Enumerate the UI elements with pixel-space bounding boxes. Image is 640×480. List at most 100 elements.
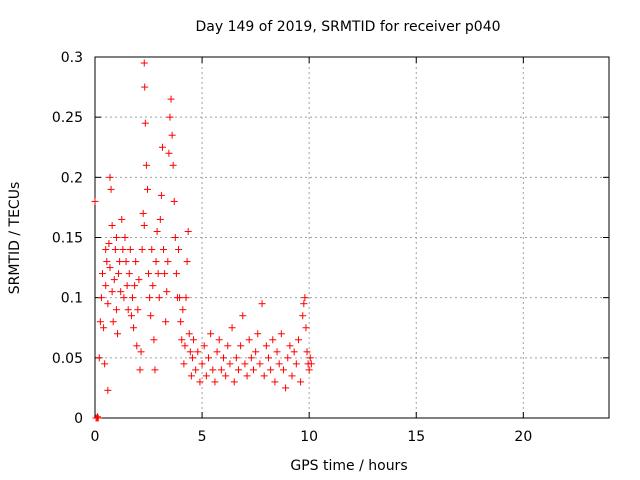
data-point — [135, 276, 143, 284]
data-point — [124, 306, 132, 314]
data-point — [98, 270, 106, 278]
data-point — [183, 258, 191, 266]
data-point — [140, 221, 148, 229]
data-point — [243, 372, 251, 380]
data-point — [249, 366, 257, 374]
data-point — [301, 294, 309, 302]
data-point — [142, 161, 150, 169]
x-axis-label: GPS time / hours — [290, 458, 407, 474]
x-tick-label: 0 — [91, 429, 100, 445]
data-point — [181, 342, 189, 350]
data-point — [170, 197, 178, 205]
data-point — [215, 336, 223, 344]
data-point — [96, 318, 104, 326]
data-point — [154, 270, 162, 278]
data-point — [105, 240, 113, 248]
data-point — [277, 330, 285, 338]
data-point — [306, 354, 314, 362]
data-point — [112, 234, 120, 241]
data-point — [186, 348, 194, 356]
data-point — [185, 330, 193, 338]
data-point — [196, 378, 204, 386]
data-point — [125, 270, 133, 278]
data-point — [198, 360, 206, 368]
data-point — [194, 348, 202, 356]
data-point — [141, 119, 149, 127]
data-point — [123, 282, 131, 290]
data-point — [234, 366, 242, 374]
data-point — [113, 330, 121, 338]
data-point — [260, 372, 268, 380]
data-point — [247, 354, 255, 362]
data-point — [305, 366, 313, 374]
data-point — [230, 378, 238, 386]
axis-ticks: 0 0.05 0.1 0.15 0.2 0.25 0.3 0 5 10 15 20 — [52, 50, 609, 445]
data-point — [241, 360, 249, 368]
data-point — [180, 360, 188, 368]
data-point — [226, 360, 234, 368]
data-point — [111, 246, 119, 254]
data-point — [116, 258, 124, 266]
data-point — [282, 384, 290, 392]
data-point — [175, 246, 183, 254]
data-point — [149, 282, 157, 290]
data-point — [132, 258, 140, 266]
data-point — [228, 324, 236, 332]
y-tick-label: 0 — [74, 411, 83, 427]
data-point — [286, 342, 294, 350]
data-point — [167, 95, 175, 103]
data-point — [213, 348, 221, 356]
data-point — [179, 306, 187, 314]
data-point — [299, 312, 307, 320]
data-point — [100, 324, 108, 332]
data-point — [273, 348, 281, 356]
data-point — [94, 413, 102, 421]
data-point — [106, 264, 114, 272]
data-point — [217, 366, 225, 374]
data-point — [147, 312, 155, 320]
data-point — [104, 300, 112, 308]
data-point — [157, 191, 165, 199]
data-point — [106, 173, 114, 181]
data-point — [117, 288, 125, 296]
data-point — [152, 258, 160, 266]
data-point — [95, 354, 103, 362]
y-tick-label: 0.25 — [52, 110, 83, 126]
data-points — [91, 59, 315, 422]
data-point — [258, 300, 266, 308]
y-tick-label: 0.1 — [61, 291, 83, 307]
data-point — [302, 324, 310, 332]
data-point — [245, 336, 253, 344]
data-point — [200, 342, 208, 350]
data-point — [145, 270, 153, 278]
data-point — [178, 336, 186, 344]
x-tick-label: 10 — [300, 429, 318, 445]
data-point — [176, 294, 184, 302]
x-tick-label: 15 — [407, 429, 425, 445]
data-point — [97, 294, 105, 302]
data-point — [148, 246, 156, 254]
data-point — [256, 360, 264, 368]
data-point — [160, 246, 168, 254]
data-point — [264, 354, 272, 362]
data-point — [207, 330, 215, 338]
data-point — [155, 294, 163, 302]
data-point — [91, 197, 99, 205]
data-point — [108, 221, 116, 229]
data-point — [158, 143, 166, 151]
data-point — [267, 366, 275, 374]
data-point — [122, 258, 130, 266]
y-tick-label: 0.15 — [52, 231, 83, 247]
data-point — [103, 258, 111, 266]
data-point — [279, 366, 287, 374]
data-point — [190, 336, 198, 344]
data-point — [202, 372, 210, 380]
data-point — [101, 360, 109, 368]
data-point — [275, 360, 283, 368]
y-axis-label: SRMTID / TECUs — [7, 182, 23, 295]
data-point — [112, 306, 120, 314]
data-point — [140, 59, 148, 67]
data-point — [126, 246, 134, 254]
data-point — [130, 324, 138, 332]
data-point — [171, 234, 179, 241]
